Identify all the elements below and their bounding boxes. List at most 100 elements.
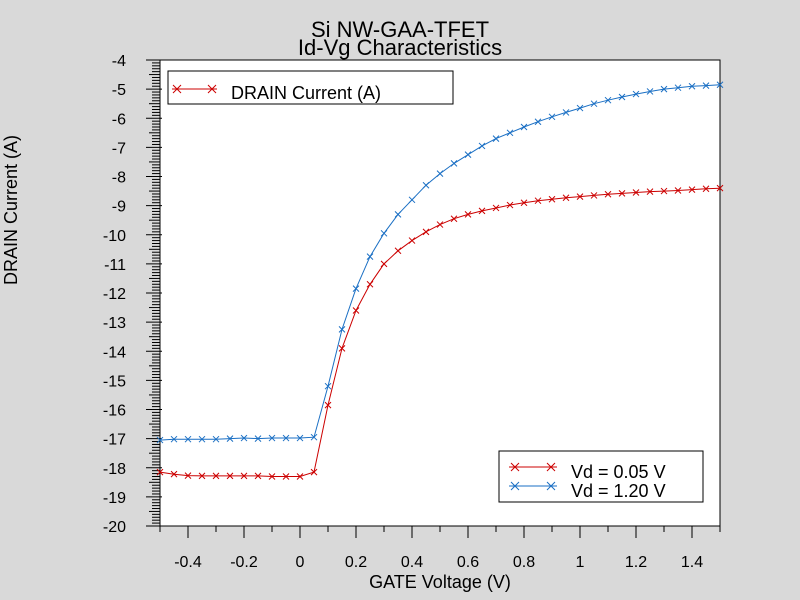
legend-top-box — [167, 70, 454, 105]
data-point — [380, 229, 388, 237]
legend-label-vd-005: Vd = 0.05 V — [571, 462, 666, 482]
data-point — [296, 473, 304, 480]
data-point — [702, 185, 710, 193]
y-tick-label: -14 — [103, 344, 126, 361]
data-point — [562, 109, 570, 116]
data-point — [394, 211, 402, 218]
data-point — [408, 196, 416, 204]
data-point — [604, 96, 612, 104]
data-point — [296, 434, 304, 442]
x-axis-label: GATE Voltage (V) — [369, 572, 511, 592]
data-point — [240, 472, 248, 480]
data-point — [464, 211, 472, 218]
data-point — [688, 82, 696, 90]
y-tick-label: -20 — [103, 519, 126, 536]
data-point — [492, 135, 500, 142]
x-tick-label: 1 — [576, 554, 585, 571]
data-point — [338, 326, 346, 333]
data-point — [492, 204, 500, 212]
data-point — [674, 187, 682, 194]
data-point — [436, 221, 444, 228]
data-point — [506, 129, 514, 137]
y-tick-label: -12 — [103, 286, 126, 303]
data-point — [170, 470, 178, 478]
data-point — [478, 207, 486, 215]
data-point — [352, 307, 360, 314]
data-point — [268, 473, 276, 480]
data-point — [576, 104, 584, 112]
data-point — [226, 472, 234, 480]
data-point — [254, 472, 262, 480]
data-point — [534, 118, 542, 126]
data-point — [464, 151, 472, 159]
data-point — [282, 473, 290, 480]
data-point — [674, 84, 682, 92]
legend-top-marker — [172, 84, 217, 94]
data-point — [268, 434, 276, 442]
legend: Vd = 0.05 V Vd = 1.20 V — [498, 450, 704, 503]
data-point — [520, 123, 528, 131]
x-tick-label: 1.2 — [625, 554, 647, 571]
data-point — [352, 285, 360, 292]
legend-label-vd-120: Vd = 1.20 V — [571, 481, 666, 501]
data-point — [632, 90, 640, 98]
data-point — [576, 193, 584, 200]
data-point — [240, 434, 248, 442]
y-tick-label: -13 — [103, 315, 126, 332]
y-tick-label: -4 — [112, 53, 126, 70]
y-tick-label: -19 — [103, 490, 126, 507]
data-point — [562, 194, 570, 202]
y-tick-label: -7 — [112, 140, 126, 157]
data-point — [436, 170, 444, 177]
data-point — [422, 181, 430, 189]
y-axis-label: DRAIN Current (A) — [1, 135, 21, 285]
series-group — [156, 81, 724, 480]
data-point — [212, 435, 220, 443]
data-point — [170, 435, 178, 443]
chart-subtitle: Id-Vg Characteristics — [298, 35, 502, 60]
y-tick-label: -10 — [103, 228, 126, 245]
y-tick-label: -5 — [112, 82, 126, 99]
data-point — [534, 197, 542, 205]
data-point — [226, 435, 234, 442]
data-point — [254, 435, 262, 442]
x-tick-label: 1.4 — [681, 554, 703, 571]
data-point — [716, 81, 724, 89]
data-point — [156, 436, 164, 444]
data-point — [408, 237, 416, 244]
y-tick-label: -18 — [103, 461, 126, 478]
x-axis: -0.4 -0.2 0 0.2 0.4 0.6 0.8 1 1.2 1.4 — [159, 526, 721, 571]
data-point — [548, 195, 556, 203]
data-point — [212, 472, 220, 480]
data-point — [716, 184, 724, 192]
data-point — [450, 160, 458, 167]
x-tick-label: -0.2 — [230, 554, 258, 571]
y-tick-label: -17 — [103, 432, 126, 449]
y-tick-label: -15 — [103, 373, 126, 390]
data-point — [366, 280, 374, 288]
x-tick-label: -0.4 — [174, 554, 202, 571]
data-point — [688, 186, 696, 193]
data-point — [604, 190, 612, 198]
data-point — [310, 468, 318, 476]
data-point — [632, 189, 640, 196]
legend-marker-vd-120 — [510, 481, 556, 491]
y-tick-label: -6 — [112, 111, 126, 128]
data-point — [422, 228, 430, 236]
y-tick-label: -16 — [103, 403, 126, 420]
data-point — [366, 253, 374, 260]
data-point — [660, 187, 668, 195]
legend-top: DRAIN Current (A) — [167, 70, 454, 105]
legend-marker-vd-005 — [510, 462, 556, 472]
x-tick-label: 0.8 — [513, 554, 535, 571]
data-point — [590, 192, 598, 199]
data-point — [198, 435, 206, 443]
data-point — [184, 472, 192, 479]
y-axis: -20 -19 -18 -17 -16 -15 -14 -13 -12 -11 -10 -9 -8 -7 -… — [103, 53, 162, 536]
x-tick-label: 0.2 — [345, 554, 367, 571]
data-point — [506, 201, 514, 209]
data-point — [702, 82, 710, 89]
legend-top-label: DRAIN Current (A) — [231, 83, 381, 103]
data-point — [394, 247, 402, 255]
